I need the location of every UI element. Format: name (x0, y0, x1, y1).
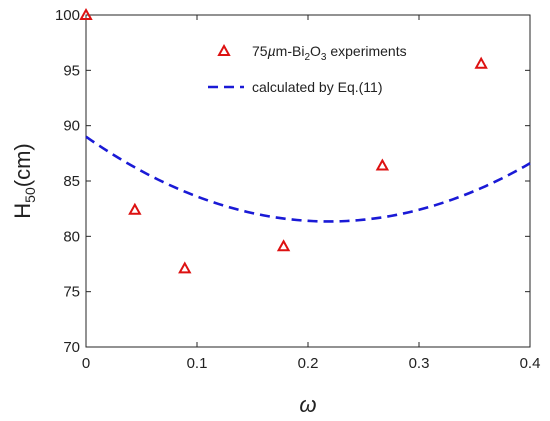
legend-part-m-bi: m-Bi (276, 43, 305, 59)
legend-part-experiments: experiments (326, 43, 406, 59)
y-tick-label: 75 (63, 284, 80, 301)
plot-area (85, 14, 531, 348)
x-tick-label: 0.1 (187, 355, 208, 372)
data-point (79, 7, 93, 20)
y-tick-label: 80 (63, 228, 80, 245)
x-tick-label: 0.4 (520, 355, 541, 372)
legend-part-75: 75 (252, 43, 268, 59)
y-tick-label: 85 (63, 173, 80, 190)
y-axis-title-main: H (10, 203, 35, 219)
data-point (178, 261, 192, 274)
x-tick-label: 0.2 (298, 355, 319, 372)
data-point (128, 202, 142, 215)
legend-part-sub3: 3 (321, 52, 327, 63)
calculated-curve (85, 135, 531, 223)
experiment-markers (79, 7, 488, 274)
x-tick-label: 0 (82, 355, 90, 372)
legend-label-experiments: 75µm-Bi2O3 experiments (252, 43, 407, 63)
x-axis-title: ω (299, 392, 316, 417)
x-tick-label: 0.3 (409, 355, 430, 372)
y-axis-title: H50(cm) (10, 143, 38, 218)
y-tick-label: 70 (63, 339, 80, 356)
y-tick-label: 100 (55, 7, 80, 24)
y-tick-label: 95 (63, 62, 80, 79)
legend: 75µm-Bi2O3 experiments calculated by Eq.… (208, 43, 407, 95)
x-axis-ticks: 0 0.1 0.2 0.3 0.4 (82, 15, 541, 372)
data-point (276, 239, 291, 252)
legend-part-sub2: 2 (304, 52, 310, 63)
y-axis-title-sub: 50 (22, 187, 38, 203)
data-point (375, 158, 390, 171)
legend-part-o: O (310, 43, 321, 59)
legend-part-mu: µ (268, 43, 276, 59)
y-axis-ticks: 70 75 80 85 90 95 100 (55, 7, 530, 356)
legend-marker-triangle (217, 43, 231, 56)
legend-label-calculated: calculated by Eq.(11) (252, 79, 382, 95)
y-tick-label: 90 (63, 118, 80, 135)
y-axis-title-tail: (cm) (10, 143, 35, 187)
data-point (474, 56, 488, 69)
